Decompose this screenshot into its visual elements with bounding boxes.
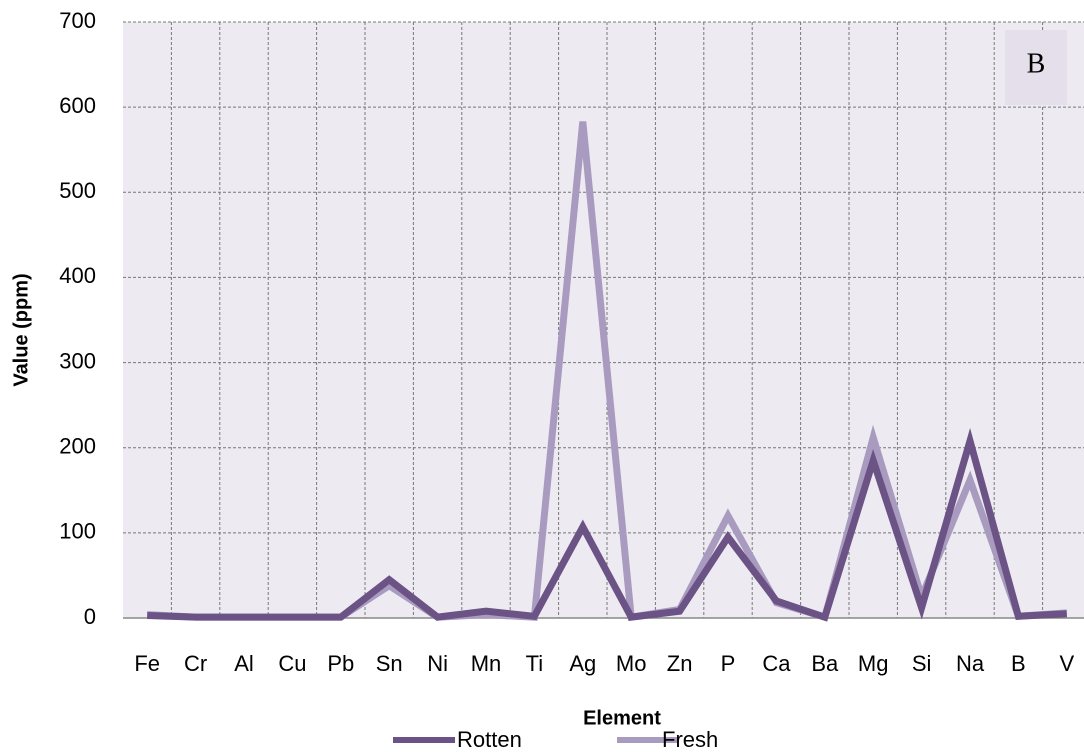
- y-tick-label: 400: [59, 263, 96, 288]
- x-axis-label: Element: [583, 707, 661, 729]
- y-tick-label: 200: [59, 434, 96, 459]
- x-tick-label: Ni: [427, 651, 448, 676]
- x-tick-label: Ag: [569, 651, 596, 676]
- y-tick-label: 300: [59, 348, 96, 373]
- x-tick-label: Mn: [471, 651, 502, 676]
- x-tick-label: Cr: [184, 651, 207, 676]
- x-tick-label: V: [1059, 651, 1074, 676]
- legend-label: Rotten: [457, 727, 522, 752]
- y-tick-label: 500: [59, 178, 96, 203]
- x-tick-label: Mo: [616, 651, 647, 676]
- x-tick-label: Ti: [526, 651, 544, 676]
- series-line: [147, 428, 1067, 622]
- x-tick-label: B: [1011, 651, 1026, 676]
- x-tick-label: Si: [912, 651, 932, 676]
- x-tick-label: Na: [956, 651, 985, 676]
- x-tick-label: Pb: [327, 651, 354, 676]
- x-tick-label: Al: [234, 651, 254, 676]
- x-tick-label: Ca: [762, 651, 791, 676]
- y-tick-label: 100: [59, 519, 96, 544]
- y-tick-label: 0: [84, 604, 96, 629]
- lines: [147, 121, 1068, 622]
- y-tick-label: 600: [59, 93, 96, 118]
- annotation: B: [1027, 48, 1046, 79]
- x-tick-label: Cu: [278, 651, 306, 676]
- annotation-box: [1005, 30, 1067, 105]
- x-tick-label: P: [721, 651, 736, 676]
- x-tick-label: Mg: [858, 651, 889, 676]
- legend-label: Fresh: [662, 727, 718, 752]
- y-axis-label: Value (ppm): [10, 273, 32, 386]
- x-tick-label: Ba: [811, 651, 839, 676]
- y-tick-label: 700: [59, 8, 96, 33]
- x-tick-label: Zn: [667, 651, 693, 676]
- x-tick-label: Sn: [376, 651, 403, 676]
- x-tick-label: Fe: [134, 651, 160, 676]
